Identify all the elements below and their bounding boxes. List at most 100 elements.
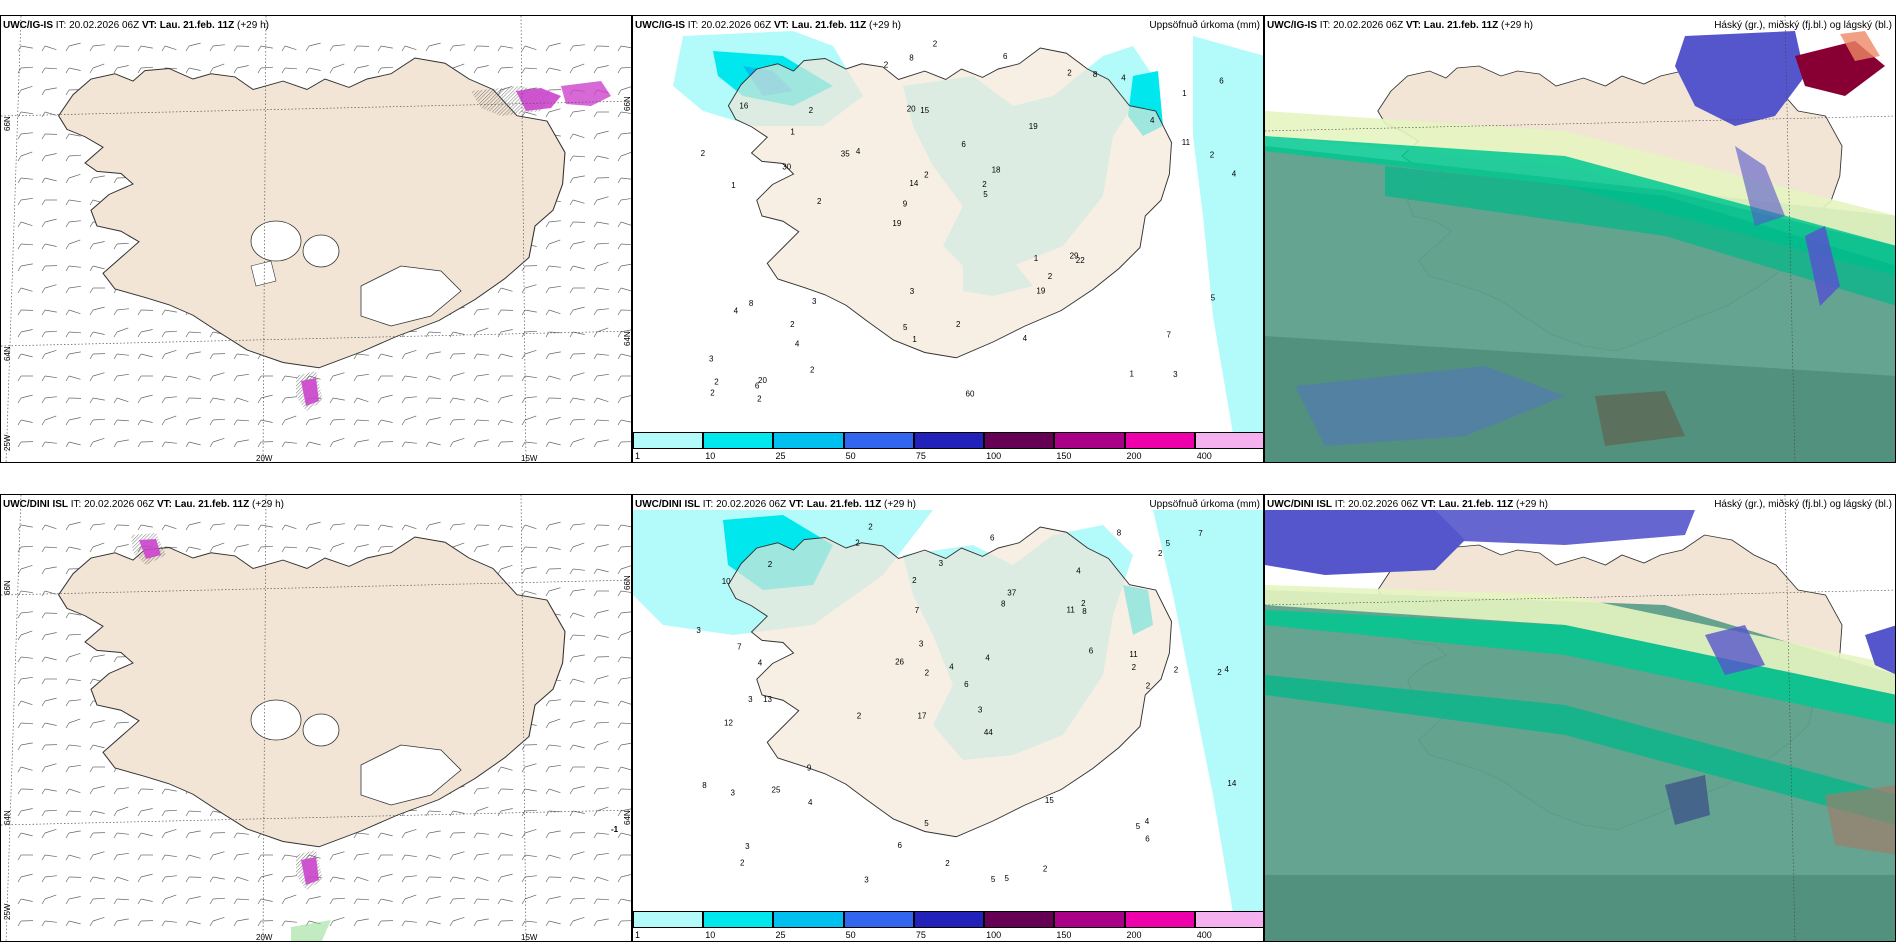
wind-barb — [68, 239, 81, 245]
precip-value: 8 — [1093, 70, 1098, 79]
wind-barb — [92, 331, 105, 335]
wind-barb-flag — [161, 45, 166, 52]
wind-barb-flag — [257, 45, 262, 52]
wind-barb-flag — [617, 788, 622, 795]
wind-barb — [44, 788, 57, 792]
wind-barb — [572, 437, 585, 443]
wind-barb-flag — [89, 265, 94, 272]
wind-barb — [236, 373, 249, 377]
wind-barb — [596, 308, 609, 311]
precip-value: 2 — [1048, 272, 1053, 281]
wind-barb-flag — [593, 309, 598, 316]
cloud-map-canvas — [1265, 16, 1895, 462]
wind-barb — [212, 542, 225, 548]
wind-barb-flag — [353, 524, 358, 531]
wind-barb — [20, 177, 33, 180]
precip-value: 3 — [910, 287, 915, 296]
wind-barb — [308, 67, 321, 71]
legend-tick: 150 — [1056, 451, 1072, 461]
wind-barb — [20, 545, 34, 548]
wind-barb-flag — [17, 309, 22, 316]
wind-barb — [500, 564, 513, 570]
wind-barb — [308, 42, 321, 47]
wind-barb — [188, 546, 201, 550]
wind-barb-flag — [377, 353, 382, 360]
wind-barb-flag — [185, 419, 190, 426]
wind-barb — [68, 612, 81, 616]
wind-barb-flag — [65, 397, 70, 404]
wind-barb-flag — [257, 898, 262, 905]
precip-value: 8 — [1001, 599, 1006, 608]
wind-barb-flag — [113, 441, 118, 448]
wind-barb-flag — [329, 397, 334, 404]
wind-barb — [596, 261, 609, 267]
wind-barb-flag — [17, 766, 22, 773]
wind-barb — [428, 810, 442, 813]
wind-barb — [572, 542, 585, 548]
wind-barb-flag — [449, 419, 454, 426]
precip-value: 5 — [983, 190, 988, 199]
wind-barb-flag — [65, 199, 70, 206]
panel-title: UWC/IG-IS IT: 20.02.2026 06Z VT: Lau. 21… — [3, 20, 269, 31]
wind-barb — [356, 439, 369, 443]
wind-barb-flag — [545, 876, 550, 883]
wind-barb — [596, 221, 609, 225]
wind-barb — [380, 353, 393, 358]
wind-barb-flag — [497, 331, 502, 338]
wind-barb-flag — [569, 766, 574, 773]
wind-barb — [596, 918, 609, 922]
wind-barb-flag — [569, 590, 574, 597]
wind-barb — [452, 331, 465, 335]
wind-barb — [572, 876, 585, 880]
wind-barb-flag — [65, 898, 70, 905]
wind-barb — [596, 130, 609, 135]
wind-barb — [116, 242, 130, 245]
wind-barb — [44, 284, 57, 289]
wind-barb-flag — [41, 45, 46, 52]
wind-barb-flag — [17, 722, 22, 729]
wind-barb-flag — [89, 419, 94, 426]
wind-barb-flag — [497, 832, 502, 839]
precip-value: 11 — [1129, 650, 1138, 659]
wind-barb — [212, 63, 225, 69]
wind-barb-flag — [137, 898, 142, 905]
wind-barb-flag — [17, 419, 22, 426]
wind-barb — [44, 441, 57, 444]
wind-barb-flag — [113, 353, 118, 360]
wind-barb-flag — [41, 67, 46, 74]
panel-ig-precip-map: UWC/IG-IS IT: 20.02.2026 06Z VT: Lau. 21… — [632, 15, 1264, 463]
wind-barb-flag — [449, 524, 454, 531]
wind-barb — [332, 542, 345, 548]
wind-barb-flag — [617, 656, 622, 663]
wind-barb — [236, 397, 249, 403]
wind-barb-flag — [497, 419, 502, 426]
wind-barb — [68, 764, 81, 768]
precip-value: 6 — [964, 680, 969, 689]
wind-barb — [476, 308, 489, 311]
wind-barb — [68, 788, 81, 794]
wind-barb-flag — [353, 898, 358, 905]
wind-barb — [404, 396, 417, 399]
wind-barb-flag — [65, 353, 70, 360]
precip-value: 2 — [1132, 663, 1137, 672]
wind-barb — [356, 876, 369, 882]
wind-barb — [164, 309, 177, 313]
wind-barb-flag — [353, 353, 358, 360]
wind-barb — [92, 63, 105, 69]
wind-barb-flag — [185, 331, 190, 338]
wind-barb — [572, 568, 585, 571]
wind-barb — [212, 876, 225, 880]
wind-barb-flag — [617, 634, 622, 641]
wind-barb-flag — [89, 920, 94, 927]
wind-barb-flag — [377, 546, 382, 553]
wind-barb-flag — [137, 331, 142, 338]
wind-barb-flag — [17, 375, 22, 382]
precip-value: 19 — [892, 219, 901, 228]
precip-value: 3 — [864, 876, 869, 885]
wind-barb-flag — [185, 375, 190, 382]
wind-barb — [188, 830, 201, 834]
wind-barb-flag — [41, 524, 46, 531]
wind-barb — [116, 721, 130, 724]
precip-value: 6 — [1145, 834, 1150, 843]
wind-barb-flag — [113, 898, 118, 905]
